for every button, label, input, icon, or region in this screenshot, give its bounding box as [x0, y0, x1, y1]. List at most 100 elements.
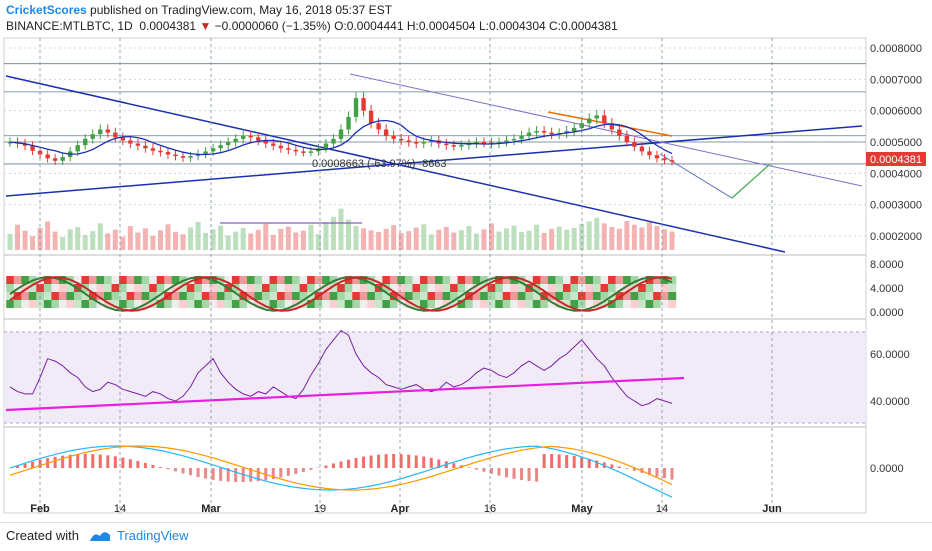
oscillator-cell [450, 276, 458, 284]
candle-body [233, 139, 237, 142]
oscillator-cell [194, 300, 202, 308]
volume-bar [218, 226, 223, 250]
candle-body [384, 129, 388, 135]
candle-body [452, 145, 456, 147]
volume-bar [534, 225, 539, 250]
candle-body [83, 139, 87, 145]
candle-body [617, 129, 621, 135]
rsi-tick-label: 40.0000 [870, 396, 910, 408]
volume-bar [451, 233, 456, 250]
tradingview-brand[interactable]: TradingView [117, 528, 189, 543]
oscillator-cell [653, 292, 661, 300]
oscillator-cell [330, 300, 338, 308]
oscillator-cell [390, 300, 398, 308]
macd-histogram-bar [279, 468, 282, 477]
date-tick-label: 14 [114, 503, 126, 515]
oscillator-cell [465, 300, 473, 308]
oscillator-cell [510, 300, 518, 308]
oscillator-cell [187, 284, 195, 292]
macd-histogram-bar [528, 468, 531, 481]
oscillator-cell [495, 292, 503, 300]
high-value: H:0.0004504 [407, 19, 476, 33]
oscillator-cell [134, 292, 142, 300]
volume-bar [572, 228, 577, 250]
volume-bars [8, 209, 675, 250]
macd-histogram-bar [370, 456, 373, 468]
candle-body [188, 156, 192, 158]
macd-histogram-bar [219, 468, 222, 481]
oscillator-cell [187, 292, 195, 300]
tradingview-logo-icon[interactable] [88, 527, 112, 545]
price-tick-label: 0.0007000 [870, 74, 922, 86]
oscillator-cell [247, 284, 255, 292]
oscillator-cell [232, 276, 240, 284]
oscillator-cell [127, 292, 135, 300]
volume-bar [444, 227, 449, 250]
oscillator-cell [307, 284, 315, 292]
oscillator-cell [262, 292, 270, 300]
macd-tick-label: 0.0000 [870, 463, 904, 475]
oscillator-cell [44, 292, 52, 300]
oscillator-cell [277, 292, 285, 300]
volume-bar [542, 233, 547, 250]
oscillator-cell [503, 300, 511, 308]
macd-histogram-bar [302, 468, 305, 472]
macd-histogram-bar [24, 464, 27, 468]
macd-histogram-bar [182, 468, 185, 473]
oscillator-cell [285, 292, 293, 300]
candle-body [226, 142, 230, 145]
macd-histogram-bar [475, 468, 478, 470]
volume-bar [557, 227, 562, 250]
oscillator-cell [631, 300, 639, 308]
oscillator-cell [112, 284, 120, 292]
oscillator-cell [209, 284, 217, 292]
macd-histogram-bar [91, 454, 94, 468]
oscillator-cell [345, 292, 353, 300]
low-value: L:0.0004304 [479, 19, 546, 33]
macd-histogram-bar [415, 455, 418, 468]
volume-bar [263, 224, 268, 250]
oscillator-cell [29, 292, 37, 300]
candle-body [655, 155, 659, 158]
oscillator-cell [254, 292, 262, 300]
last-price: 0.0004381 [139, 19, 196, 33]
oscillator-cell [127, 276, 135, 284]
macd-histogram-bar [505, 468, 508, 477]
candle-body [534, 131, 538, 133]
oscillator-cell [428, 276, 436, 284]
symbol-line: BINANCE:MTLBTC, 1D 0.0004381 ▼ −0.000006… [6, 19, 618, 33]
publisher-name[interactable]: CricketScores [6, 3, 87, 17]
oscillator-cell [533, 276, 541, 284]
macd-histogram-bar [497, 468, 500, 476]
volume-bar [594, 218, 599, 250]
volume-bar [181, 234, 186, 250]
oscillator-cell [262, 284, 270, 292]
candle-body [361, 98, 365, 111]
price-grid [4, 48, 866, 236]
oscillator-cell [315, 300, 323, 308]
volume-bar [323, 222, 328, 250]
published-text: published on TradingView.com, May 16, 20… [87, 3, 392, 17]
volume-bar [609, 227, 614, 250]
created-with-label: Created with [6, 528, 79, 543]
oscillator-cell [337, 292, 345, 300]
oscillator-cell [570, 292, 578, 300]
oscillator-cell [420, 276, 428, 284]
oscillator-cell [420, 292, 428, 300]
macd-histogram-bar [671, 468, 674, 480]
macd-histogram-bar [610, 464, 613, 468]
oscillator-cell [337, 300, 345, 308]
chart-canvas[interactable]: 0.0008663 (-63.97%) -8663 0.00080000.000… [0, 36, 932, 551]
rsi-tick-label: 60.0000 [870, 349, 910, 361]
oscillator-cell [495, 284, 503, 292]
oscillator-cell [533, 300, 541, 308]
volume-bar [286, 227, 291, 250]
candle-body [324, 144, 328, 149]
oscillator-cell [555, 276, 563, 284]
macd-histogram-bar [166, 468, 169, 469]
oscillator-cell [412, 276, 420, 284]
oscillator-cell [548, 276, 556, 284]
oscillator-cell [601, 276, 609, 284]
oscillator-cell [66, 292, 74, 300]
macd-histogram-bar [144, 463, 147, 468]
